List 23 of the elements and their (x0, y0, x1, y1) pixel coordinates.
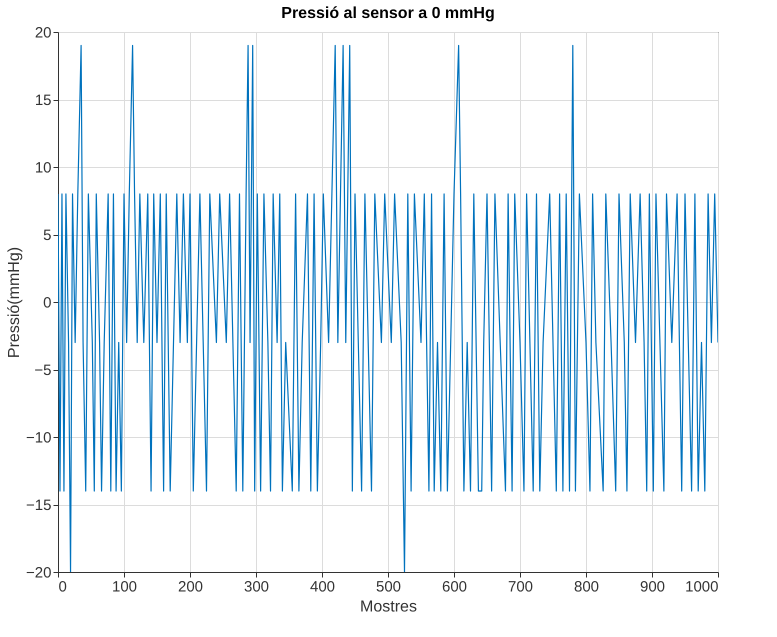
x-tick-label: 500 (376, 578, 402, 596)
x-tick-label: 600 (442, 578, 468, 596)
chart-title: Pressió al sensor a 0 mmHg (281, 5, 495, 22)
y-tick-label: 15 (34, 92, 52, 109)
x-tick-label: 0 (58, 578, 67, 596)
x-axis-title: Mostres (360, 598, 417, 616)
y-tick-label: 0 (43, 294, 52, 312)
x-tick-label: 100 (112, 578, 138, 596)
y-tick-label: 10 (34, 160, 52, 176)
x-tick-label: 400 (310, 578, 336, 596)
y-tick-label: −20 (26, 564, 52, 582)
x-tick-label: 1000 (685, 578, 718, 596)
x-tick-label: 700 (508, 578, 534, 596)
y-tick-label: −5 (34, 362, 52, 379)
y-tick-label: −15 (26, 497, 52, 514)
x-tick-label: 300 (244, 578, 270, 596)
y-axis-title: Pressió(mmHg) (6, 246, 24, 358)
y-tick-label: −10 (26, 430, 52, 446)
x-tick-label: 800 (574, 578, 600, 596)
x-tick-label: 200 (178, 578, 204, 596)
x-tick-label: 900 (640, 578, 666, 596)
y-tick-label: 5 (43, 227, 52, 244)
y-tick-label: 20 (34, 24, 52, 42)
